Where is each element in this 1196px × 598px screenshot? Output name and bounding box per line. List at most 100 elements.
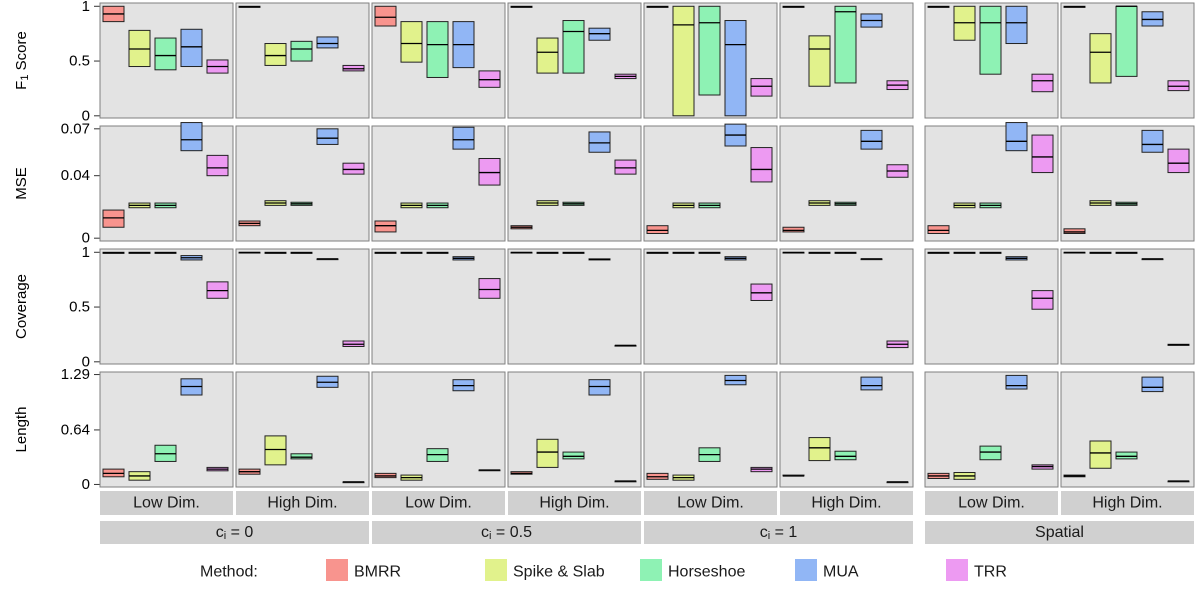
panel xyxy=(99,122,234,242)
y-axis-label: Length xyxy=(13,407,30,453)
column-strip-label: High Dim. xyxy=(539,495,609,512)
column-strip-label: Low Dim. xyxy=(958,495,1025,512)
panel-background xyxy=(507,248,642,365)
panel xyxy=(235,125,370,242)
panel xyxy=(1060,248,1195,365)
panel xyxy=(1060,371,1195,488)
box-trr xyxy=(1031,73,1054,93)
box-mua xyxy=(452,126,475,150)
box-spike-slab xyxy=(400,21,423,63)
group-label-main: c xyxy=(760,524,768,541)
legend-key xyxy=(946,559,968,581)
column-strip xyxy=(508,491,641,515)
group-label-subscript: i xyxy=(768,530,770,542)
column-strip xyxy=(925,491,1058,515)
panel-background xyxy=(371,248,506,365)
panel xyxy=(99,2,234,119)
box-bmrr xyxy=(102,209,125,228)
panel xyxy=(507,371,642,488)
box-trr xyxy=(750,147,773,183)
panel xyxy=(507,248,642,365)
box-bmrr xyxy=(1063,228,1086,234)
y-tick-label: 0.5 xyxy=(69,53,90,70)
y-tick-label: 1.29 xyxy=(61,366,90,383)
column-strip xyxy=(372,491,505,515)
box-spike-slab xyxy=(536,37,559,74)
box-mua xyxy=(724,20,747,117)
legend-key xyxy=(795,559,817,581)
box-trr xyxy=(478,158,501,186)
y-axis-label-main: F xyxy=(13,81,30,90)
panel-background xyxy=(643,125,778,242)
box-horseshoe xyxy=(1115,451,1138,460)
column-strip-label: Low Dim. xyxy=(133,495,200,512)
panel-background xyxy=(507,125,642,242)
panel-background xyxy=(99,248,234,365)
box-horseshoe xyxy=(834,450,857,461)
legend-label: Horseshoe xyxy=(668,564,745,581)
panel xyxy=(779,2,914,119)
y-axis-label: Coverage xyxy=(13,274,30,339)
box-bmrr xyxy=(374,220,397,233)
box-mua xyxy=(860,376,883,391)
legend-key xyxy=(485,559,507,581)
box-spike-slab xyxy=(264,43,287,66)
y-tick-label: 1 xyxy=(82,0,90,15)
box-horseshoe xyxy=(290,453,313,460)
box-trr xyxy=(1031,290,1054,310)
panel-background xyxy=(924,371,1059,488)
panel xyxy=(779,371,914,488)
y-axis-label-rest: Score xyxy=(13,31,30,74)
panel xyxy=(643,248,778,365)
box-spike-slab xyxy=(1089,440,1112,469)
panel xyxy=(1060,125,1195,242)
column-strip xyxy=(100,491,233,515)
panel xyxy=(507,125,642,242)
panel xyxy=(371,371,506,488)
group-strip xyxy=(925,521,1194,544)
y-axis-label: MSE xyxy=(13,167,30,200)
box-spike-slab xyxy=(808,35,831,87)
box-spike-slab xyxy=(1089,33,1112,84)
box-spike-slab xyxy=(264,435,287,466)
box-horseshoe xyxy=(154,37,177,71)
box-spike-slab xyxy=(808,437,831,462)
panel-background xyxy=(371,371,506,488)
panel xyxy=(371,125,506,242)
group-label-main: Spatial xyxy=(1035,524,1084,541)
panel-background xyxy=(1060,125,1195,242)
y-tick-label: 0 xyxy=(82,353,90,370)
column-strip-label: Low Dim. xyxy=(677,495,744,512)
box-bmrr xyxy=(927,225,950,234)
panel xyxy=(1060,2,1195,119)
y-tick-label: 0.5 xyxy=(69,299,90,316)
legend-label: Spike & Slab xyxy=(513,564,605,581)
box-trr xyxy=(614,159,637,175)
box-horseshoe xyxy=(834,5,857,84)
group-label-main: c xyxy=(216,524,224,541)
panel xyxy=(99,371,234,488)
box-horseshoe xyxy=(562,451,585,460)
panel xyxy=(235,248,370,365)
y-tick-label: 0.07 xyxy=(61,120,90,137)
column-strip xyxy=(644,491,777,515)
y-axis-label-main: Coverage xyxy=(13,274,30,339)
box-horseshoe xyxy=(979,445,1002,461)
panel xyxy=(924,122,1059,242)
box-mua xyxy=(316,36,339,49)
box-mua xyxy=(1005,5,1028,45)
box-trr xyxy=(750,78,773,97)
column-strip-label: High Dim. xyxy=(811,495,881,512)
box-mua xyxy=(180,28,203,68)
group-strip-label: Spatial xyxy=(1035,524,1084,541)
y-axis-label-main: MSE xyxy=(13,167,30,200)
y-axis-label: F1 Score xyxy=(13,31,32,90)
panel xyxy=(924,248,1059,365)
legend-title: Method: xyxy=(200,564,258,581)
group-strip xyxy=(372,521,641,544)
panel xyxy=(99,248,234,365)
box-mua xyxy=(1005,374,1028,390)
box-horseshoe xyxy=(290,40,313,62)
panel xyxy=(643,123,778,242)
panel xyxy=(924,371,1059,488)
